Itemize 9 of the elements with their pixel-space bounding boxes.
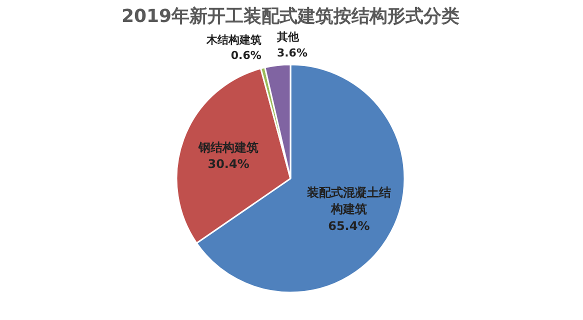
slice-label: 装配式混凝土结构建筑 bbox=[306, 185, 391, 216]
slice-label: 钢结构建筑 bbox=[198, 140, 259, 154]
slice-label: 其他 bbox=[276, 30, 300, 44]
slice-label: 木结构建筑 bbox=[205, 33, 262, 46]
data-label: 30.4% bbox=[208, 157, 250, 172]
data-label: 0.6% bbox=[230, 49, 262, 62]
data-label: 65.4% bbox=[328, 219, 370, 233]
data-label: 3.6% bbox=[276, 46, 308, 60]
chart-title: 2019年新开工装配式建筑按结构形式分类 bbox=[121, 6, 460, 27]
